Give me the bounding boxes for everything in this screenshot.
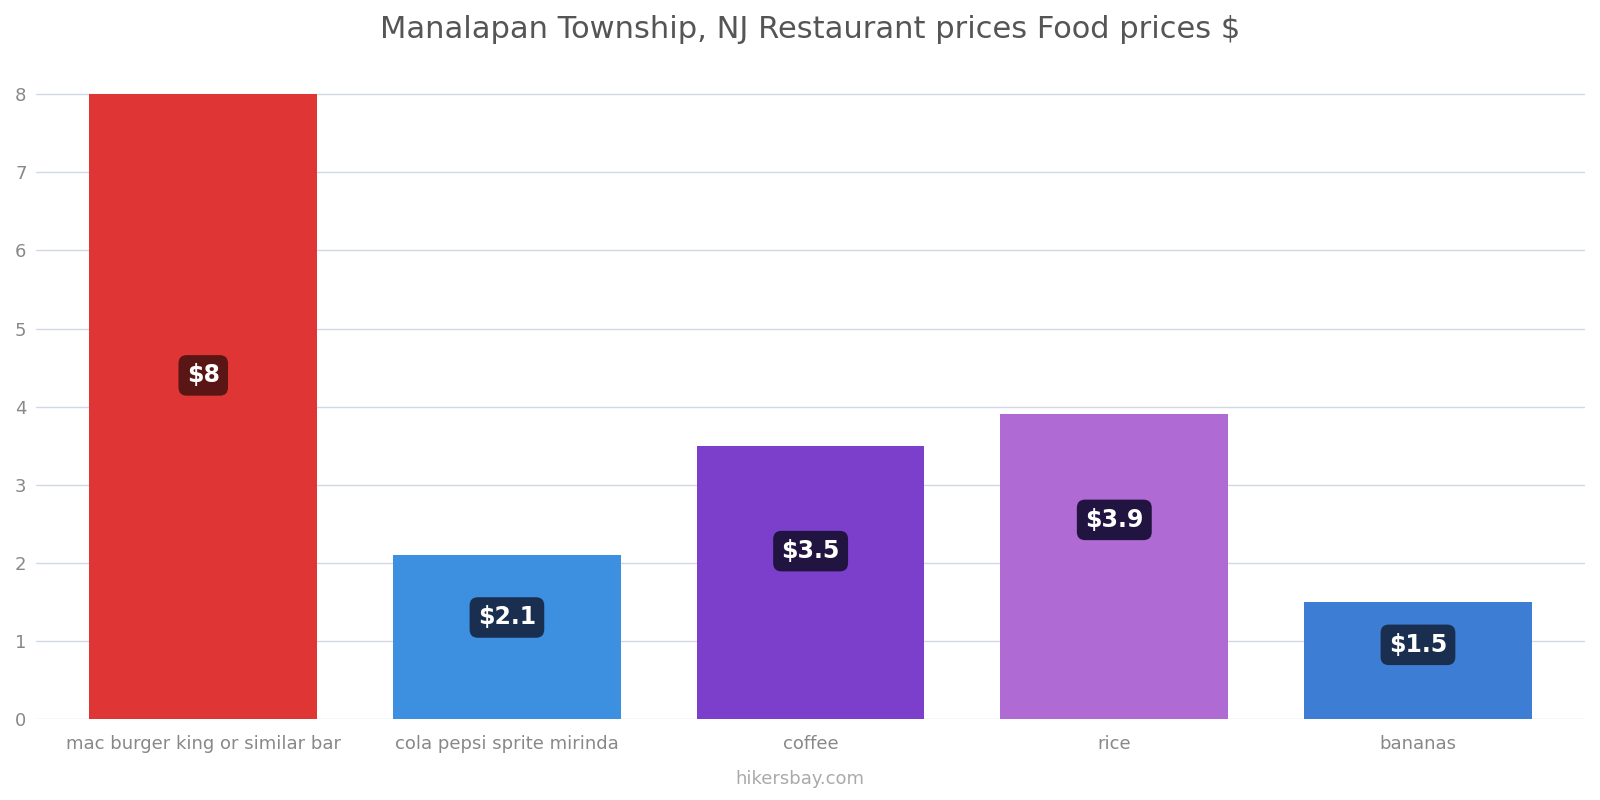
Bar <box>696 446 925 719</box>
Bar <box>394 555 621 719</box>
Bar <box>1304 602 1531 719</box>
Title: Manalapan Township, NJ Restaurant prices Food prices $: Manalapan Township, NJ Restaurant prices… <box>381 15 1240 44</box>
Text: $8: $8 <box>187 363 219 387</box>
Text: $3.5: $3.5 <box>781 539 840 563</box>
Bar <box>1000 414 1229 719</box>
Text: $1.5: $1.5 <box>1389 633 1446 657</box>
Text: $3.9: $3.9 <box>1085 508 1144 532</box>
Text: hikersbay.com: hikersbay.com <box>736 770 864 788</box>
Text: $2.1: $2.1 <box>478 606 536 630</box>
Bar <box>90 94 317 719</box>
